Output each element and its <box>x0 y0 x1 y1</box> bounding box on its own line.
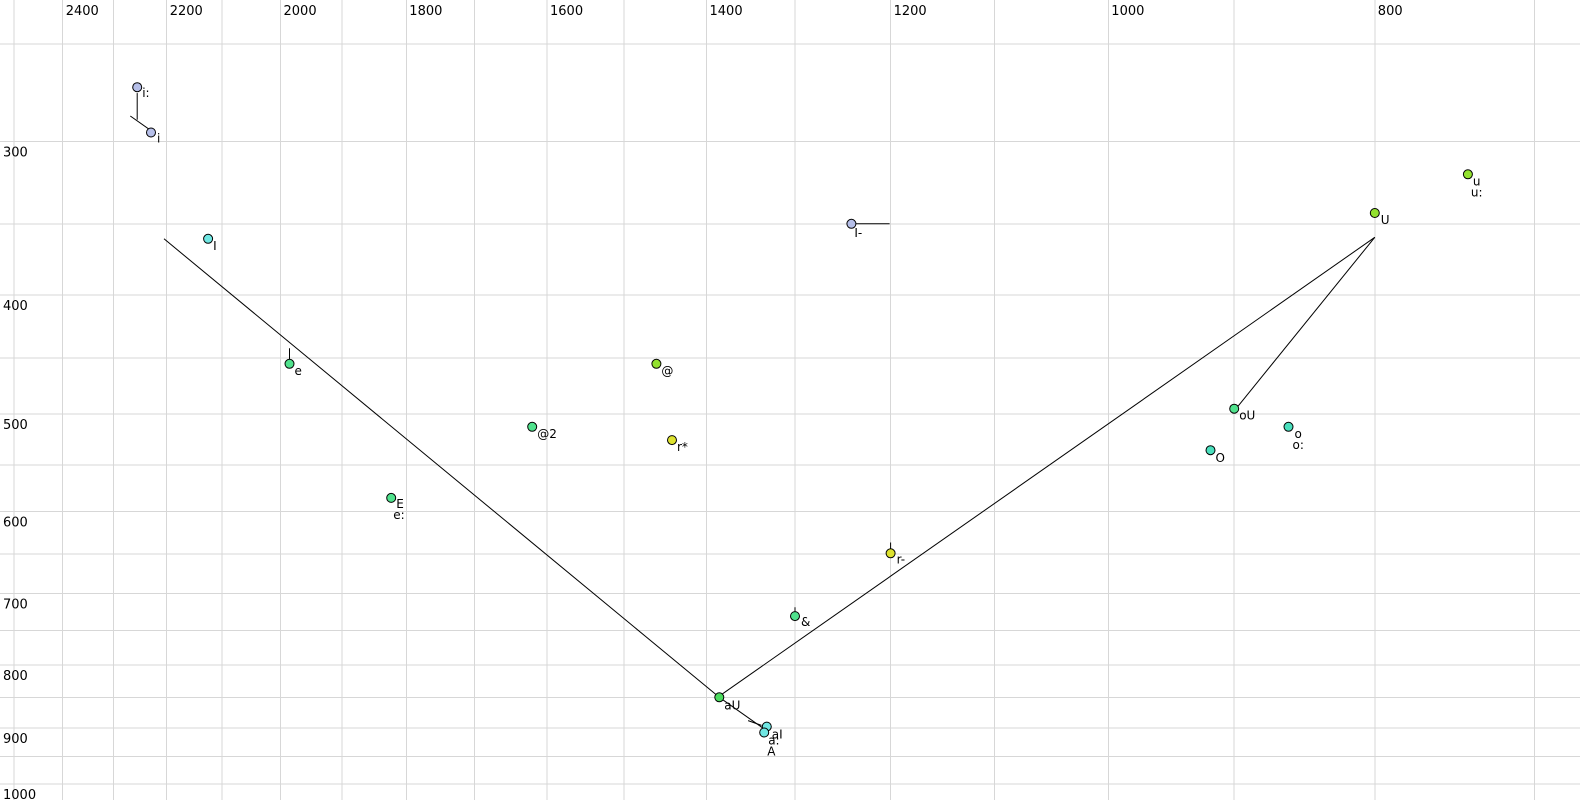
vowel-label-E-1: e: <box>393 508 404 522</box>
glide-line-aI-arrow-barb <box>747 720 762 726</box>
glide-line-oU-to-U <box>1233 236 1376 412</box>
vowel-point-i[interactable] <box>146 127 156 138</box>
vowel-label-O: O <box>1216 451 1225 465</box>
vowel-label-I: I <box>213 239 217 253</box>
vowel-point-oU[interactable] <box>1229 403 1240 414</box>
x-axis-tick-label-1200: 1200 <box>894 4 927 19</box>
x-axis-tick-label-1000: 1000 <box>1111 4 1144 19</box>
axis-tick-layer: 2400 2200 2000 1800 1600 1400 1200 1000 800 300 40… <box>3 4 1403 800</box>
vowel-label-i-long: i: <box>142 86 149 100</box>
vowel-label-aU: aU <box>724 698 740 712</box>
x-axis-tick-label-1400: 1400 <box>710 4 743 19</box>
y-axis-tick-label-300: 300 <box>3 146 28 161</box>
x-axis-tick-label-2000: 2000 <box>284 4 317 19</box>
vowel-point-a-long[interactable] <box>759 727 770 738</box>
vowel-point-o-long[interactable] <box>1283 421 1294 432</box>
vowel-label-r-dash: r- <box>897 552 906 566</box>
glide-line-front-envelope <box>163 238 720 698</box>
vowel-label-U: U <box>1381 213 1390 227</box>
vowel-point-I-dash[interactable] <box>846 218 857 229</box>
x-axis-tick-label-1600: 1600 <box>550 4 583 19</box>
vowel-point-u-long[interactable] <box>1462 169 1473 180</box>
vowel-label-oU: oU <box>1239 409 1255 423</box>
vowel-point-aU[interactable] <box>714 692 725 703</box>
y-axis-tick-label-800: 800 <box>3 669 28 684</box>
vowel-label-u-long: u <box>1473 174 1481 188</box>
vowel-label-amp: & <box>801 615 810 629</box>
vowel-point-r-star[interactable] <box>667 435 677 446</box>
vowel-label-i: i <box>157 132 160 146</box>
connector-layer <box>130 93 1376 730</box>
vowel-point-amp[interactable] <box>790 611 800 622</box>
glide-line-aU-to-U <box>720 236 1376 696</box>
vowel-label-r-star: r* <box>677 440 688 454</box>
label-layer: i: i Ie Ee: @2 @ r* r- & aU aIa:A I-oU Ooo: Uuu: <box>142 86 1482 758</box>
vowel-point-U[interactable] <box>1369 208 1380 218</box>
x-axis-tick-label-800: 800 <box>1378 4 1403 19</box>
vowel-label-o-long: o <box>1295 427 1302 441</box>
vowel-label-o-long-1: o: <box>1293 438 1304 452</box>
y-axis-tick-label-600: 600 <box>3 515 28 530</box>
vowel-label-at: @ <box>661 364 673 378</box>
y-axis-tick-label-1000: 1000 <box>3 788 36 800</box>
y-axis-tick-label-400: 400 <box>3 299 28 314</box>
vowel-point-at2[interactable] <box>527 421 538 432</box>
vowel-point-e[interactable] <box>284 358 295 369</box>
vowel-label-u-long-1: u: <box>1471 185 1483 199</box>
vowel-point-r-dash[interactable] <box>885 548 896 559</box>
x-axis-tick-label-2200: 2200 <box>170 4 203 19</box>
vowel-label-E: E <box>396 497 404 511</box>
vowel-label-a-long-1: A <box>767 745 776 759</box>
vowel-label-aI: aI <box>772 728 783 742</box>
vowel-label-e: e <box>295 364 302 378</box>
y-axis-tick-label-700: 700 <box>3 598 28 613</box>
vowel-point-layer <box>132 82 1473 738</box>
vowel-point-i-long[interactable] <box>132 82 143 93</box>
vowel-point-O[interactable] <box>1205 445 1216 456</box>
vowel-point-E[interactable] <box>386 492 397 503</box>
vowel-label-I-dash: I- <box>854 226 862 240</box>
x-axis-tick-label-2400: 2400 <box>66 4 99 19</box>
vowel-point-at[interactable] <box>651 358 662 369</box>
y-axis-tick-label-900: 900 <box>3 732 28 747</box>
vowel-point-I[interactable] <box>203 233 214 244</box>
vowel-label-a-long: a: <box>768 734 779 748</box>
y-axis-tick-label-500: 500 <box>3 418 28 433</box>
vowel-label-at2: @2 <box>537 427 557 441</box>
x-axis-tick-label-1800: 1800 <box>409 4 442 19</box>
